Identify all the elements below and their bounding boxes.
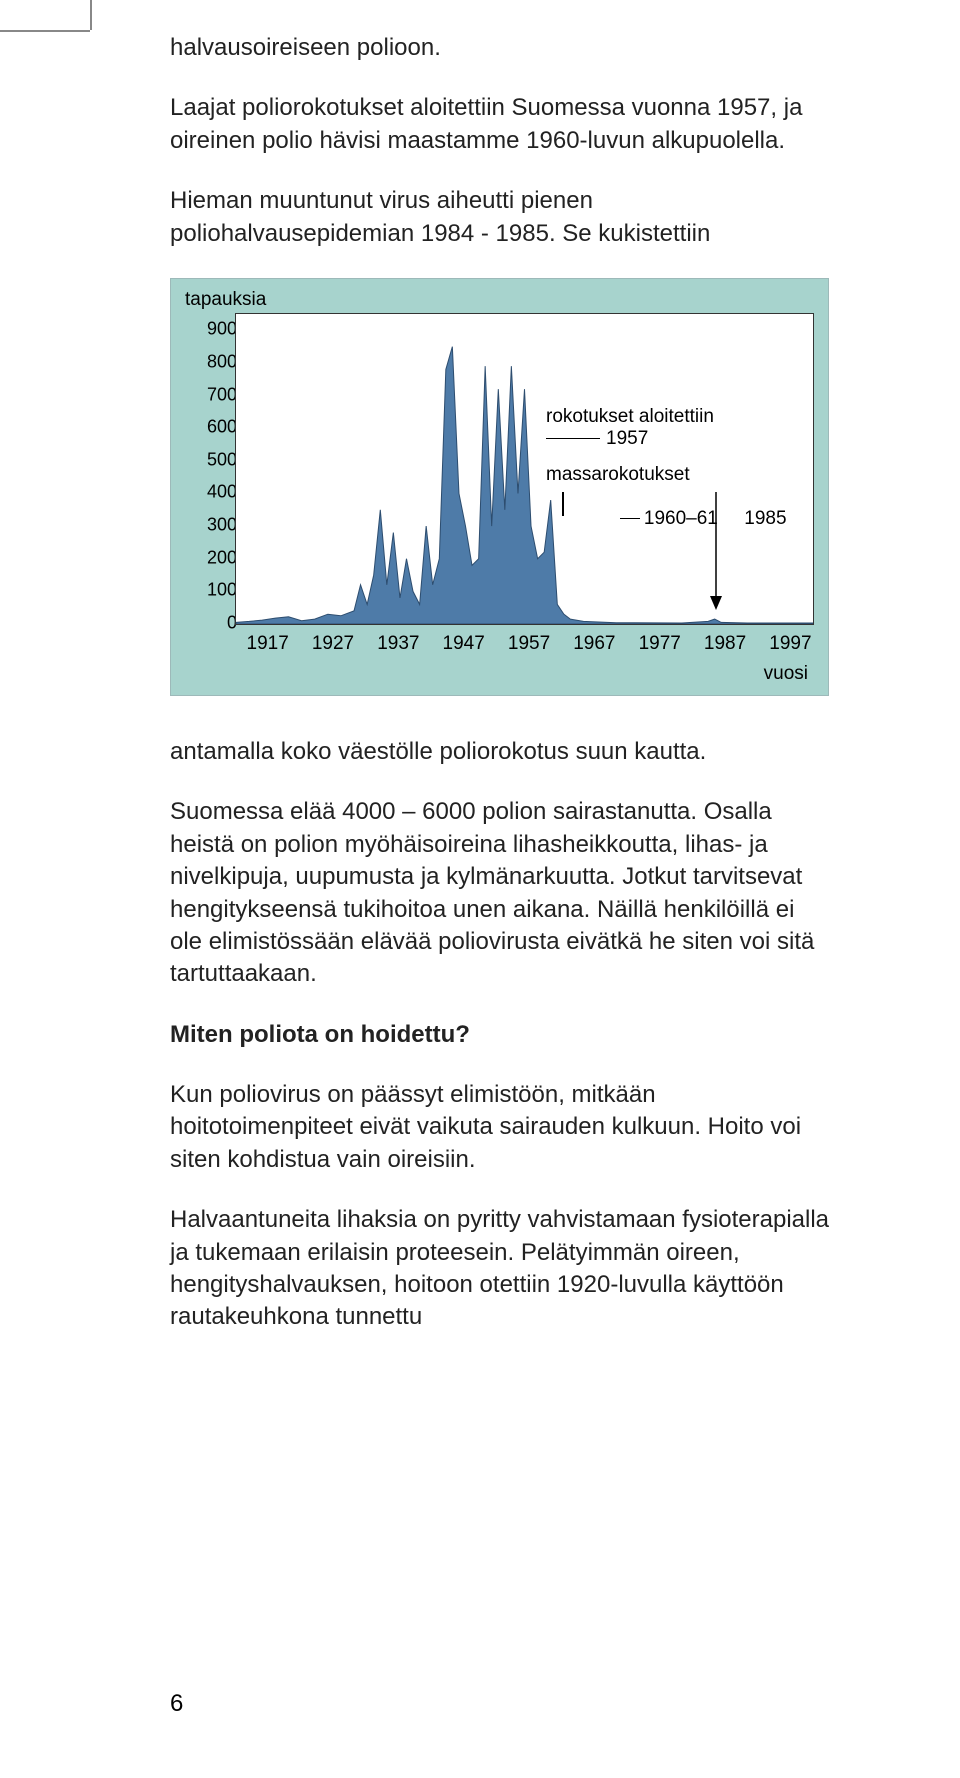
x-tick-label: 1937 [377, 633, 419, 655]
annotation-leader-line [562, 492, 564, 516]
x-tick-label: 1997 [769, 633, 811, 655]
plot-area: rokotukset aloitettiin 1957 massarokotuk… [235, 313, 814, 625]
body-paragraph: Laajat poliorokotukset aloitettiin Suome… [170, 92, 830, 157]
crop-mark-v [90, 0, 92, 30]
x-tick-label: 1967 [573, 633, 615, 655]
y-tick-label: 600 [197, 417, 237, 438]
body-paragraph: Kun poliovirus on päässyt elimistöön, mi… [170, 1079, 830, 1176]
chart-annotation: rokotukset aloitettiin 1957 [546, 406, 714, 450]
annotation-leader-line [620, 518, 640, 519]
body-paragraph: halvausoireiseen polioon. [170, 32, 830, 64]
annotation-text: massarokotukset [546, 464, 787, 486]
y-tick-label: 500 [197, 449, 237, 470]
annotation-text: rokotukset aloitettiin [546, 406, 714, 428]
body-paragraph: antamalla koko väestölle poliorokotus su… [170, 736, 830, 768]
x-tick-label: 1927 [312, 633, 354, 655]
y-tick-label: 300 [197, 515, 237, 536]
x-tick-label: 1947 [443, 633, 485, 655]
x-tick-label: 1987 [704, 633, 746, 655]
body-paragraph: Halvaantuneita lihaksia on pyritty vahvi… [170, 1204, 830, 1334]
x-axis-ticks: 1917 1927 1937 1947 1957 1967 1977 1987 1997 [235, 633, 814, 661]
x-axis-title: vuosi [185, 663, 808, 685]
x-tick-label: 1957 [508, 633, 550, 655]
page-number: 6 [170, 1690, 183, 1718]
chart-annotation: massarokotukset 1960–61 1985 [546, 464, 787, 551]
body-paragraph: Hieman muuntunut virus aiheutti pienen p… [170, 185, 830, 250]
y-tick-label: 800 [197, 351, 237, 372]
y-tick-label: 200 [197, 547, 237, 568]
y-axis-ticks: 0100200300400500600700800900 [197, 313, 237, 623]
body-paragraph: Suomessa elää 4000 – 6000 polion sairast… [170, 796, 830, 990]
y-tick-label: 100 [197, 580, 237, 601]
y-tick-label: 700 [197, 384, 237, 405]
y-axis-title: tapauksia [185, 289, 814, 311]
y-tick-label: 900 [197, 319, 237, 340]
section-heading: Miten poliota on hoidettu? [170, 1019, 830, 1051]
y-tick-label: 400 [197, 482, 237, 503]
crop-mark-h [0, 30, 90, 32]
polio-chart: tapauksia 0 100 200 300 400 500 600 700 800 900 r… [170, 278, 829, 696]
arrow-icon [706, 492, 726, 610]
document-page: halvausoireiseen polioon. Laajat polioro… [0, 0, 960, 1778]
x-tick-label: 1917 [247, 633, 289, 655]
annotation-text: 1957 [606, 428, 648, 449]
y-tick-label: 0 [197, 612, 237, 633]
annotation-leader-line [546, 438, 600, 439]
x-tick-label: 1977 [639, 633, 681, 655]
